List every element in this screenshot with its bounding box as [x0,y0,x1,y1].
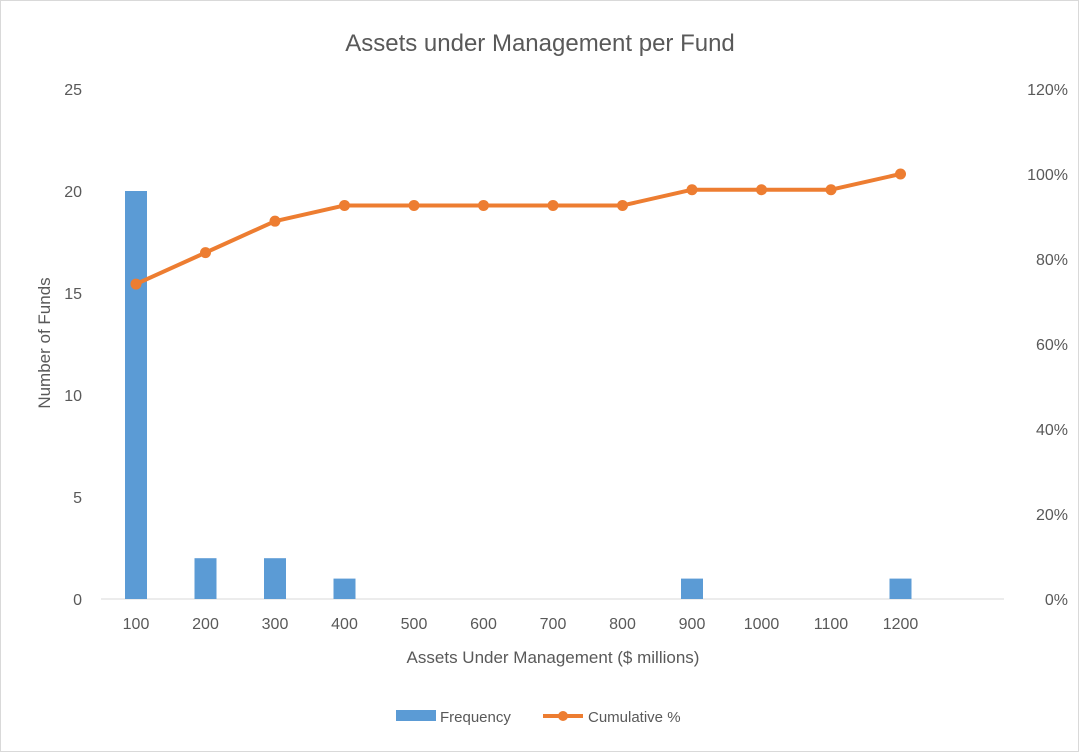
legend-label-frequency: Frequency [440,709,511,726]
cumulative-line [135,172,901,286]
cumulative-point-600 [478,199,489,211]
x-tick-label: 200 [192,616,219,633]
y2-tick-label: 20% [1036,507,1068,524]
y2-tick-label: 60% [1036,337,1068,354]
x-tick-label: 600 [470,616,497,633]
cumulative-point-100 [130,278,142,290]
x-tick-label: 300 [262,616,289,633]
x-tick-label: 1000 [744,616,780,633]
bar-frequency-1200 [889,578,912,599]
chart-title: Assets under Management per Fund [345,30,735,57]
bar-frequency-300 [264,558,286,599]
cumulative-point-400 [339,199,350,211]
cumulative-point-1100 [825,184,837,196]
legend-label-cumulative: Cumulative % [588,709,681,726]
x-axis-title: Assets Under Management ($ millions) [407,648,700,667]
cumulative-point-700 [547,199,559,211]
x-tick-label: 400 [331,616,358,633]
x-tick-label: 700 [540,616,567,633]
bar-frequency-100 [125,191,147,599]
cumulative-point-200 [200,247,211,259]
y-tick-label: 15 [64,286,82,303]
cumulative-point-1200 [895,168,906,180]
y-axis-title: Number of Funds [35,277,54,408]
cumulative-point-800 [617,199,628,211]
x-tick-label: 800 [609,616,636,633]
y2-tick-label: 40% [1036,422,1068,439]
cumulative-point-1000 [756,184,767,196]
y2-tick-label: 100% [1027,167,1068,184]
legend-swatch-cumulative-marker [558,711,568,721]
line-series [130,168,906,290]
y-tick-label: 5 [73,490,82,507]
y2-tick-label: 0% [1045,592,1068,609]
y2-tick-label: 120% [1027,82,1068,99]
y-axis-ticks: 0 5 10 15 20 25 [64,82,82,609]
y2-tick-label: 80% [1036,252,1068,269]
y-tick-label: 0 [73,592,82,609]
cumulative-point-900 [686,184,698,196]
x-tick-label: 1100 [814,616,849,633]
cumulative-point-500 [408,199,420,211]
x-tick-label: 1200 [883,616,919,633]
bar-frequency-200 [194,558,217,599]
cumulative-point-300 [269,215,281,227]
bar-series [125,191,912,599]
x-axis-ticks: 100 200 300 400 500 600 700 800 900 1000 1100 1200 [123,616,919,633]
x-tick-label: 900 [679,616,706,633]
legend: Frequency Cumulative % [396,709,681,726]
y2-axis-ticks: 0% 20% 40% 60% 80% 100% 120% [1027,82,1068,609]
legend-swatch-frequency [396,710,436,721]
bar-frequency-400 [333,578,356,599]
bar-frequency-900 [681,578,703,599]
y-tick-label: 20 [64,184,82,201]
y-tick-label: 25 [64,82,82,99]
y-tick-label: 10 [64,388,82,405]
x-tick-label: 500 [401,616,428,633]
x-tick-label: 100 [123,616,150,633]
